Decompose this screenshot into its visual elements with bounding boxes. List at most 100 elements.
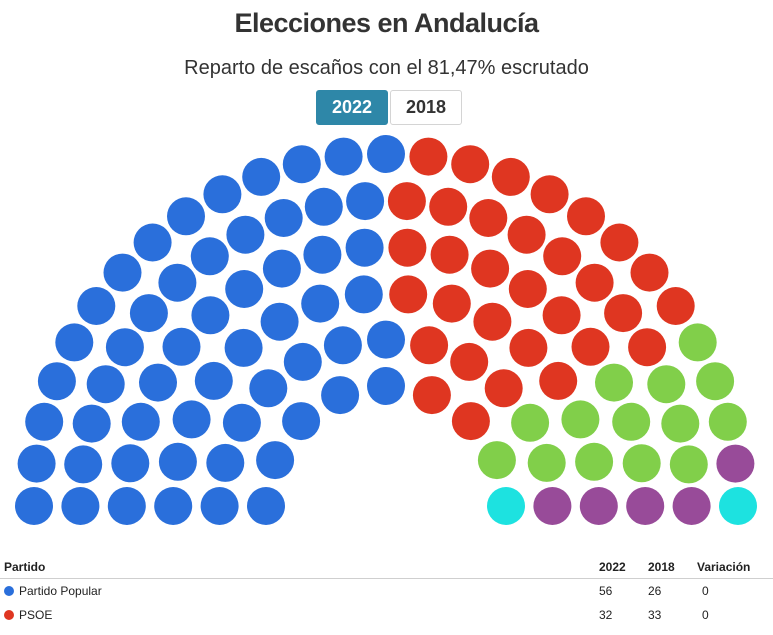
- seat-partido-popular: [225, 270, 264, 308]
- seat-psoe: [539, 361, 578, 400]
- seat-partido-popular: [162, 327, 201, 366]
- seat-partido-popular: [226, 215, 265, 254]
- seat-psoe: [530, 175, 569, 214]
- seat-psoe: [630, 253, 669, 292]
- seat-psoe: [432, 284, 471, 323]
- seat-partido-popular: [367, 367, 405, 405]
- seat-vox: [678, 323, 717, 362]
- header-party: Partido: [4, 560, 46, 574]
- tab-2018[interactable]: 2018: [390, 90, 462, 125]
- table-header: Partido 2022 2018 Variación: [0, 556, 773, 579]
- seat-psoe: [571, 327, 610, 366]
- header-2018: 2018: [648, 560, 675, 574]
- tab-2022[interactable]: 2022: [316, 90, 388, 125]
- seat-psoe: [600, 223, 639, 262]
- seat-partido-popular: [321, 376, 360, 415]
- party-color-dot: [4, 586, 14, 596]
- seat-por-andaluc-a: [579, 487, 618, 525]
- seat-partido-popular: [37, 362, 76, 401]
- seat-psoe: [473, 302, 512, 341]
- seat-partido-popular: [206, 443, 245, 482]
- seat-psoe: [450, 342, 489, 381]
- seat-psoe: [412, 376, 451, 415]
- seats-2018: 33: [648, 608, 662, 622]
- seat-partido-popular: [64, 445, 103, 484]
- seat-partido-popular: [304, 187, 343, 226]
- seat-partido-popular: [200, 487, 239, 525]
- seat-vox: [561, 400, 600, 439]
- seat-partido-popular: [111, 444, 150, 483]
- seat-vox: [612, 402, 651, 441]
- seat-partido-popular: [264, 199, 303, 237]
- header-2022: 2022: [599, 560, 626, 574]
- seat-psoe: [509, 328, 548, 367]
- seat-psoe: [491, 157, 530, 196]
- seat-psoe: [469, 199, 508, 237]
- seat-partido-popular: [282, 145, 321, 184]
- seat-psoe: [451, 145, 490, 184]
- seat-por-andaluc-a: [672, 487, 711, 525]
- seat-partido-popular: [303, 235, 342, 274]
- seat-partido-popular: [247, 487, 285, 525]
- seat-partido-popular: [15, 487, 53, 525]
- seat-vox: [669, 445, 708, 484]
- seat-partido-popular: [345, 228, 384, 267]
- seat-psoe: [388, 228, 427, 267]
- seat-partido-popular: [249, 369, 288, 408]
- seat-psoe: [575, 263, 614, 302]
- seats-2022: 32: [599, 608, 613, 622]
- seat-adelante-andaluc-a: [487, 487, 525, 525]
- seat-partido-popular: [242, 157, 281, 196]
- seat-adelante-andaluc-a: [719, 487, 757, 525]
- seat-partido-popular: [133, 223, 172, 262]
- seat-partido-popular: [346, 182, 385, 221]
- seat-por-andaluc-a: [533, 487, 572, 525]
- header-variation: Variación: [697, 560, 751, 574]
- seat-psoe: [410, 326, 449, 365]
- seat-partido-popular: [222, 403, 261, 442]
- seat-partido-popular: [55, 323, 94, 362]
- seat-partido-popular: [121, 402, 160, 441]
- seat-partido-popular: [283, 342, 322, 381]
- seat-partido-popular: [190, 237, 229, 276]
- seat-vox: [661, 404, 700, 443]
- seat-psoe: [507, 215, 546, 254]
- seat-partido-popular: [301, 284, 340, 323]
- seats-2022: 56: [599, 584, 613, 598]
- seat-psoe: [567, 197, 605, 236]
- party-name: PSOE: [19, 608, 53, 622]
- party-cell: Partido Popular: [0, 584, 594, 598]
- seat-vox: [708, 402, 747, 441]
- seat-psoe: [471, 249, 510, 288]
- seat-partido-popular: [139, 363, 177, 402]
- seat-partido-popular: [25, 402, 64, 441]
- seat-partido-popular: [103, 253, 142, 292]
- seat-psoe: [604, 294, 643, 333]
- seat-psoe: [409, 137, 448, 176]
- seats-variation: 0: [702, 608, 709, 622]
- seat-partido-popular: [256, 441, 295, 480]
- seat-psoe: [387, 182, 426, 221]
- seat-partido-popular: [203, 175, 242, 214]
- seats-2018: 26: [648, 584, 662, 598]
- parliament-chart: [15, 135, 757, 525]
- seat-psoe: [430, 235, 469, 274]
- seat-partido-popular: [282, 402, 321, 441]
- seat-psoe: [429, 187, 468, 226]
- seat-psoe: [542, 296, 581, 335]
- year-tabs: 2022 2018: [316, 90, 462, 125]
- table-row: PSOE 32 33 0: [0, 603, 773, 627]
- party-cell: PSOE: [0, 608, 594, 622]
- party-color-dot: [4, 610, 14, 620]
- seat-psoe: [656, 287, 695, 325]
- seat-psoe: [628, 328, 667, 367]
- table-row: Partido Popular 56 26 0: [0, 579, 773, 603]
- seat-psoe: [389, 275, 428, 314]
- seat-partido-popular: [17, 444, 56, 483]
- seat-partido-popular: [224, 328, 263, 367]
- seat-por-andaluc-a: [716, 444, 755, 483]
- seat-partido-popular: [194, 361, 233, 400]
- seat-partido-popular: [172, 400, 211, 439]
- chart-subtitle: Reparto de escaños con el 81,47% escruta…: [184, 57, 589, 79]
- seat-por-andaluc-a: [626, 487, 665, 525]
